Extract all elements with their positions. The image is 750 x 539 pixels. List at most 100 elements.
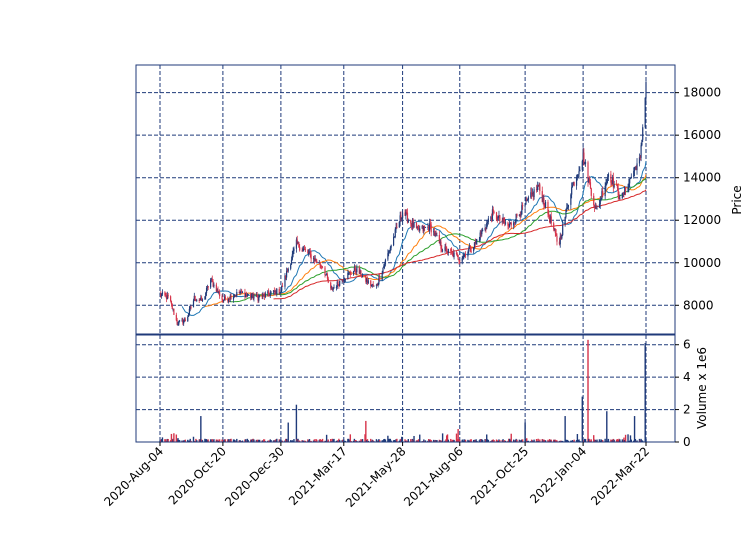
- candle-body: [433, 231, 436, 236]
- volume-bar: [535, 439, 538, 442]
- volume-bar: [394, 440, 396, 442]
- volume-bar: [341, 440, 343, 442]
- volume-bar: [272, 440, 275, 442]
- volume-bar: [478, 440, 481, 442]
- x-tick-label: 2020-Dec-30: [222, 444, 287, 509]
- candle-body: [612, 177, 614, 188]
- volume-bar: [336, 440, 338, 442]
- candle-body: [553, 223, 555, 230]
- volume-bar: [484, 439, 486, 442]
- volume-bar: [212, 440, 214, 442]
- volume-bar: [213, 439, 215, 442]
- volume-bar: [583, 440, 585, 442]
- volume-bar: [627, 434, 629, 442]
- volume-bar: [366, 439, 369, 442]
- volume-bar: [285, 438, 288, 442]
- candle-body: [287, 268, 289, 272]
- volume-bar: [309, 440, 311, 442]
- volume-bar: [566, 439, 569, 442]
- candle-body: [527, 197, 529, 200]
- volume-bar: [526, 438, 528, 442]
- volume-bar: [434, 439, 436, 442]
- candle-body: [251, 293, 253, 297]
- candle-body: [256, 295, 258, 298]
- candle-body: [633, 167, 636, 171]
- candle-body: [485, 228, 487, 229]
- volume-bar: [239, 440, 241, 442]
- candle-body: [269, 293, 271, 296]
- volume-bar: [575, 440, 578, 442]
- candle-body: [461, 258, 463, 262]
- volume-bar: [601, 439, 603, 442]
- candle-body: [241, 292, 244, 293]
- volume-bar: [560, 440, 562, 442]
- candle-body: [480, 232, 482, 235]
- candle-body: [566, 207, 568, 210]
- candle-body: [639, 157, 641, 159]
- candle-body: [337, 281, 339, 285]
- volume-bar: [458, 439, 460, 442]
- volume-bar: [198, 439, 200, 442]
- candle-body: [509, 222, 512, 224]
- volume-bar: [194, 440, 196, 442]
- candle-body: [183, 319, 186, 322]
- candle-body: [348, 272, 351, 274]
- candle-body: [165, 295, 168, 300]
- volume-bar: [516, 439, 518, 442]
- candle-body: [316, 261, 318, 263]
- candle-body: [630, 176, 632, 179]
- volume-bar: [531, 440, 534, 442]
- candle-body: [413, 222, 415, 228]
- candle-body: [216, 289, 218, 292]
- volume-bar: [263, 439, 265, 442]
- volume-bar: [353, 438, 356, 442]
- candle-body: [210, 279, 212, 288]
- volume-bar: [310, 440, 312, 442]
- candle-body: [599, 199, 601, 205]
- volume-panel-frame: [135, 334, 676, 443]
- candle-body: [293, 248, 295, 251]
- candle-body: [401, 212, 404, 219]
- candle-body: [495, 212, 498, 220]
- volume-bar: [352, 440, 355, 442]
- volume-bar: [467, 439, 469, 442]
- candle-body: [535, 189, 538, 191]
- volume-bar: [564, 416, 566, 442]
- volume-bar: [218, 439, 221, 442]
- candle-body: [312, 257, 315, 260]
- candle-body: [349, 272, 351, 275]
- volume-bar: [435, 440, 437, 442]
- volume-bar: [628, 440, 631, 442]
- candle-body: [539, 184, 541, 192]
- candle-body: [404, 212, 406, 216]
- price-ytick-label: 18000: [683, 86, 721, 100]
- candle-body: [201, 299, 204, 301]
- candle-body: [331, 287, 333, 290]
- volume-bar: [335, 440, 338, 442]
- volume-bar: [251, 439, 253, 442]
- volume-bar: [503, 440, 506, 442]
- candle-body: [170, 296, 172, 301]
- candle-body: [273, 290, 275, 292]
- candle-body: [436, 235, 438, 236]
- candle-body: [390, 245, 392, 248]
- candle-body: [330, 287, 333, 289]
- candle-body: [561, 235, 563, 239]
- volume-bar: [606, 440, 609, 442]
- volume-bar: [417, 439, 419, 442]
- volume-bar: [566, 439, 568, 442]
- candle-body: [321, 267, 324, 269]
- volume-bar: [318, 439, 320, 442]
- volume-bar: [507, 440, 509, 442]
- candle-body: [173, 308, 175, 315]
- volume-bar: [594, 439, 597, 442]
- volume-bar: [381, 440, 383, 442]
- candle-body: [478, 239, 480, 241]
- candle-body: [227, 299, 229, 301]
- volume-bar: [638, 438, 641, 442]
- volume-bar: [486, 439, 489, 442]
- candle-body: [382, 267, 384, 273]
- candle-body: [325, 274, 327, 276]
- volume-bar: [183, 440, 186, 442]
- volume-bar: [598, 439, 601, 442]
